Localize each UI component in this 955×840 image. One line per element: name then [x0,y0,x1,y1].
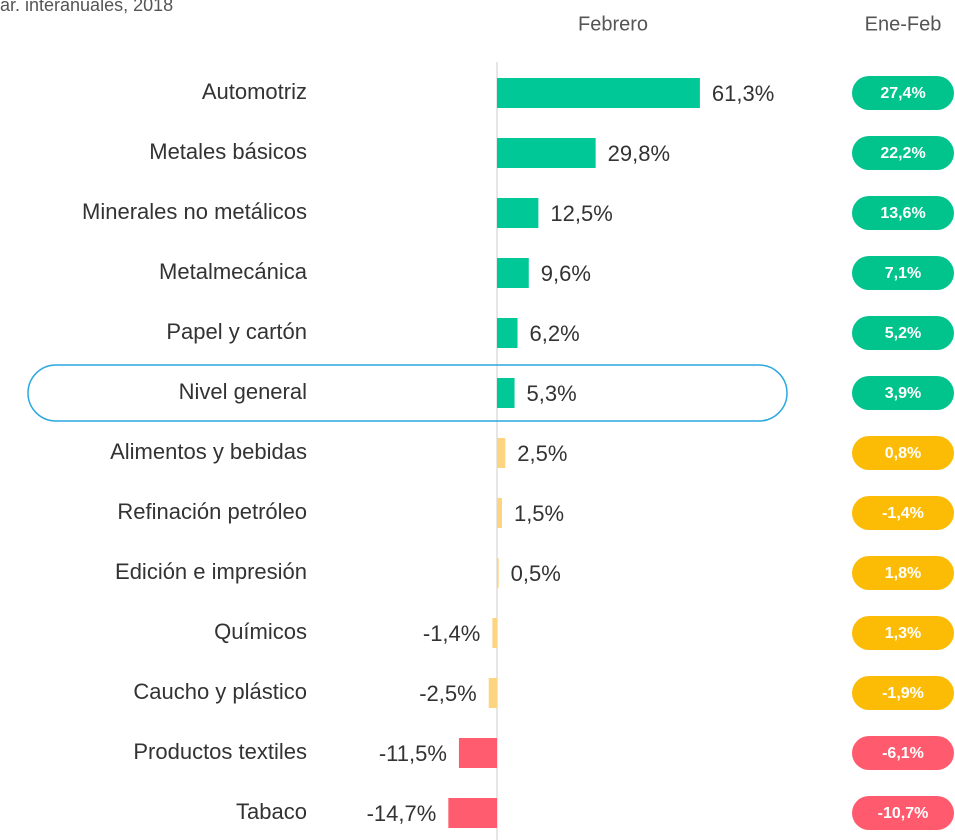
pill-label: -1,4% [882,505,924,522]
pill-label: 1,8% [885,565,921,582]
value-label: 61,3% [712,81,774,106]
bar [497,438,506,468]
bar [497,318,518,348]
bar [497,378,515,408]
value-label: 29,8% [608,141,670,166]
pill [852,436,954,470]
column-header: Ene-Feb [865,13,942,35]
pill [852,796,954,830]
bar [497,498,502,528]
bar [497,138,596,168]
pill [852,196,954,230]
category-label: Minerales no metálicos [82,199,307,224]
pill-label: 0,8% [885,445,921,462]
pill-label: 3,9% [885,385,921,402]
pill [852,676,954,710]
pill [852,556,954,590]
bar [497,558,499,588]
bar [448,798,497,828]
category-label: Metalmecánica [159,259,308,284]
category-label: Productos textiles [133,739,307,764]
pill-label: 7,1% [885,265,921,282]
pill-label: 22,2% [880,145,925,162]
category-label: Tabaco [236,799,307,824]
pill [852,316,954,350]
category-label: Metales básicos [149,139,307,164]
bar [488,678,497,708]
value-label: -11,5% [379,741,447,766]
category-label: Alimentos y bebidas [110,439,307,464]
bar [458,738,497,768]
value-label: 2,5% [517,441,567,466]
category-label: Caucho y plástico [133,679,307,704]
bar [497,78,700,108]
pill-label: 5,2% [885,325,921,342]
value-label: -14,7% [367,801,437,826]
pill-label: 13,6% [880,205,925,222]
pill [852,736,954,770]
pill-label: -6,1% [882,745,924,762]
column-header: Febrero [578,13,648,35]
pill-label: 27,4% [880,85,925,102]
value-label: -1,4% [423,621,480,646]
bar [492,618,497,648]
category-label: Químicos [214,619,307,644]
value-label: 6,2% [530,321,580,346]
value-label: -2,5% [419,681,476,706]
category-label: Papel y cartón [166,319,307,344]
bar [497,198,539,228]
value-label: 0,5% [511,561,561,586]
pill [852,136,954,170]
highlight-outline [27,364,788,422]
category-label: Automotriz [202,79,307,104]
category-label: Refinación petróleo [117,499,307,524]
pill [852,376,954,410]
pill [852,76,954,110]
pill-label: -1,9% [882,685,924,702]
pill-label: 1,3% [885,625,921,642]
category-label: Nivel general [179,379,307,404]
pill [852,496,954,530]
value-label: 1,5% [514,501,564,526]
bar [497,258,529,288]
value-label: 9,6% [541,261,591,286]
pill [852,616,954,650]
value-label: 5,3% [527,381,577,406]
category-label: Edición e impresión [115,559,307,584]
pill [852,256,954,290]
pill-label: -10,7% [878,805,929,822]
chart-title: ar. interanuales, 2018 [0,0,173,15]
value-label: 12,5% [550,201,612,226]
